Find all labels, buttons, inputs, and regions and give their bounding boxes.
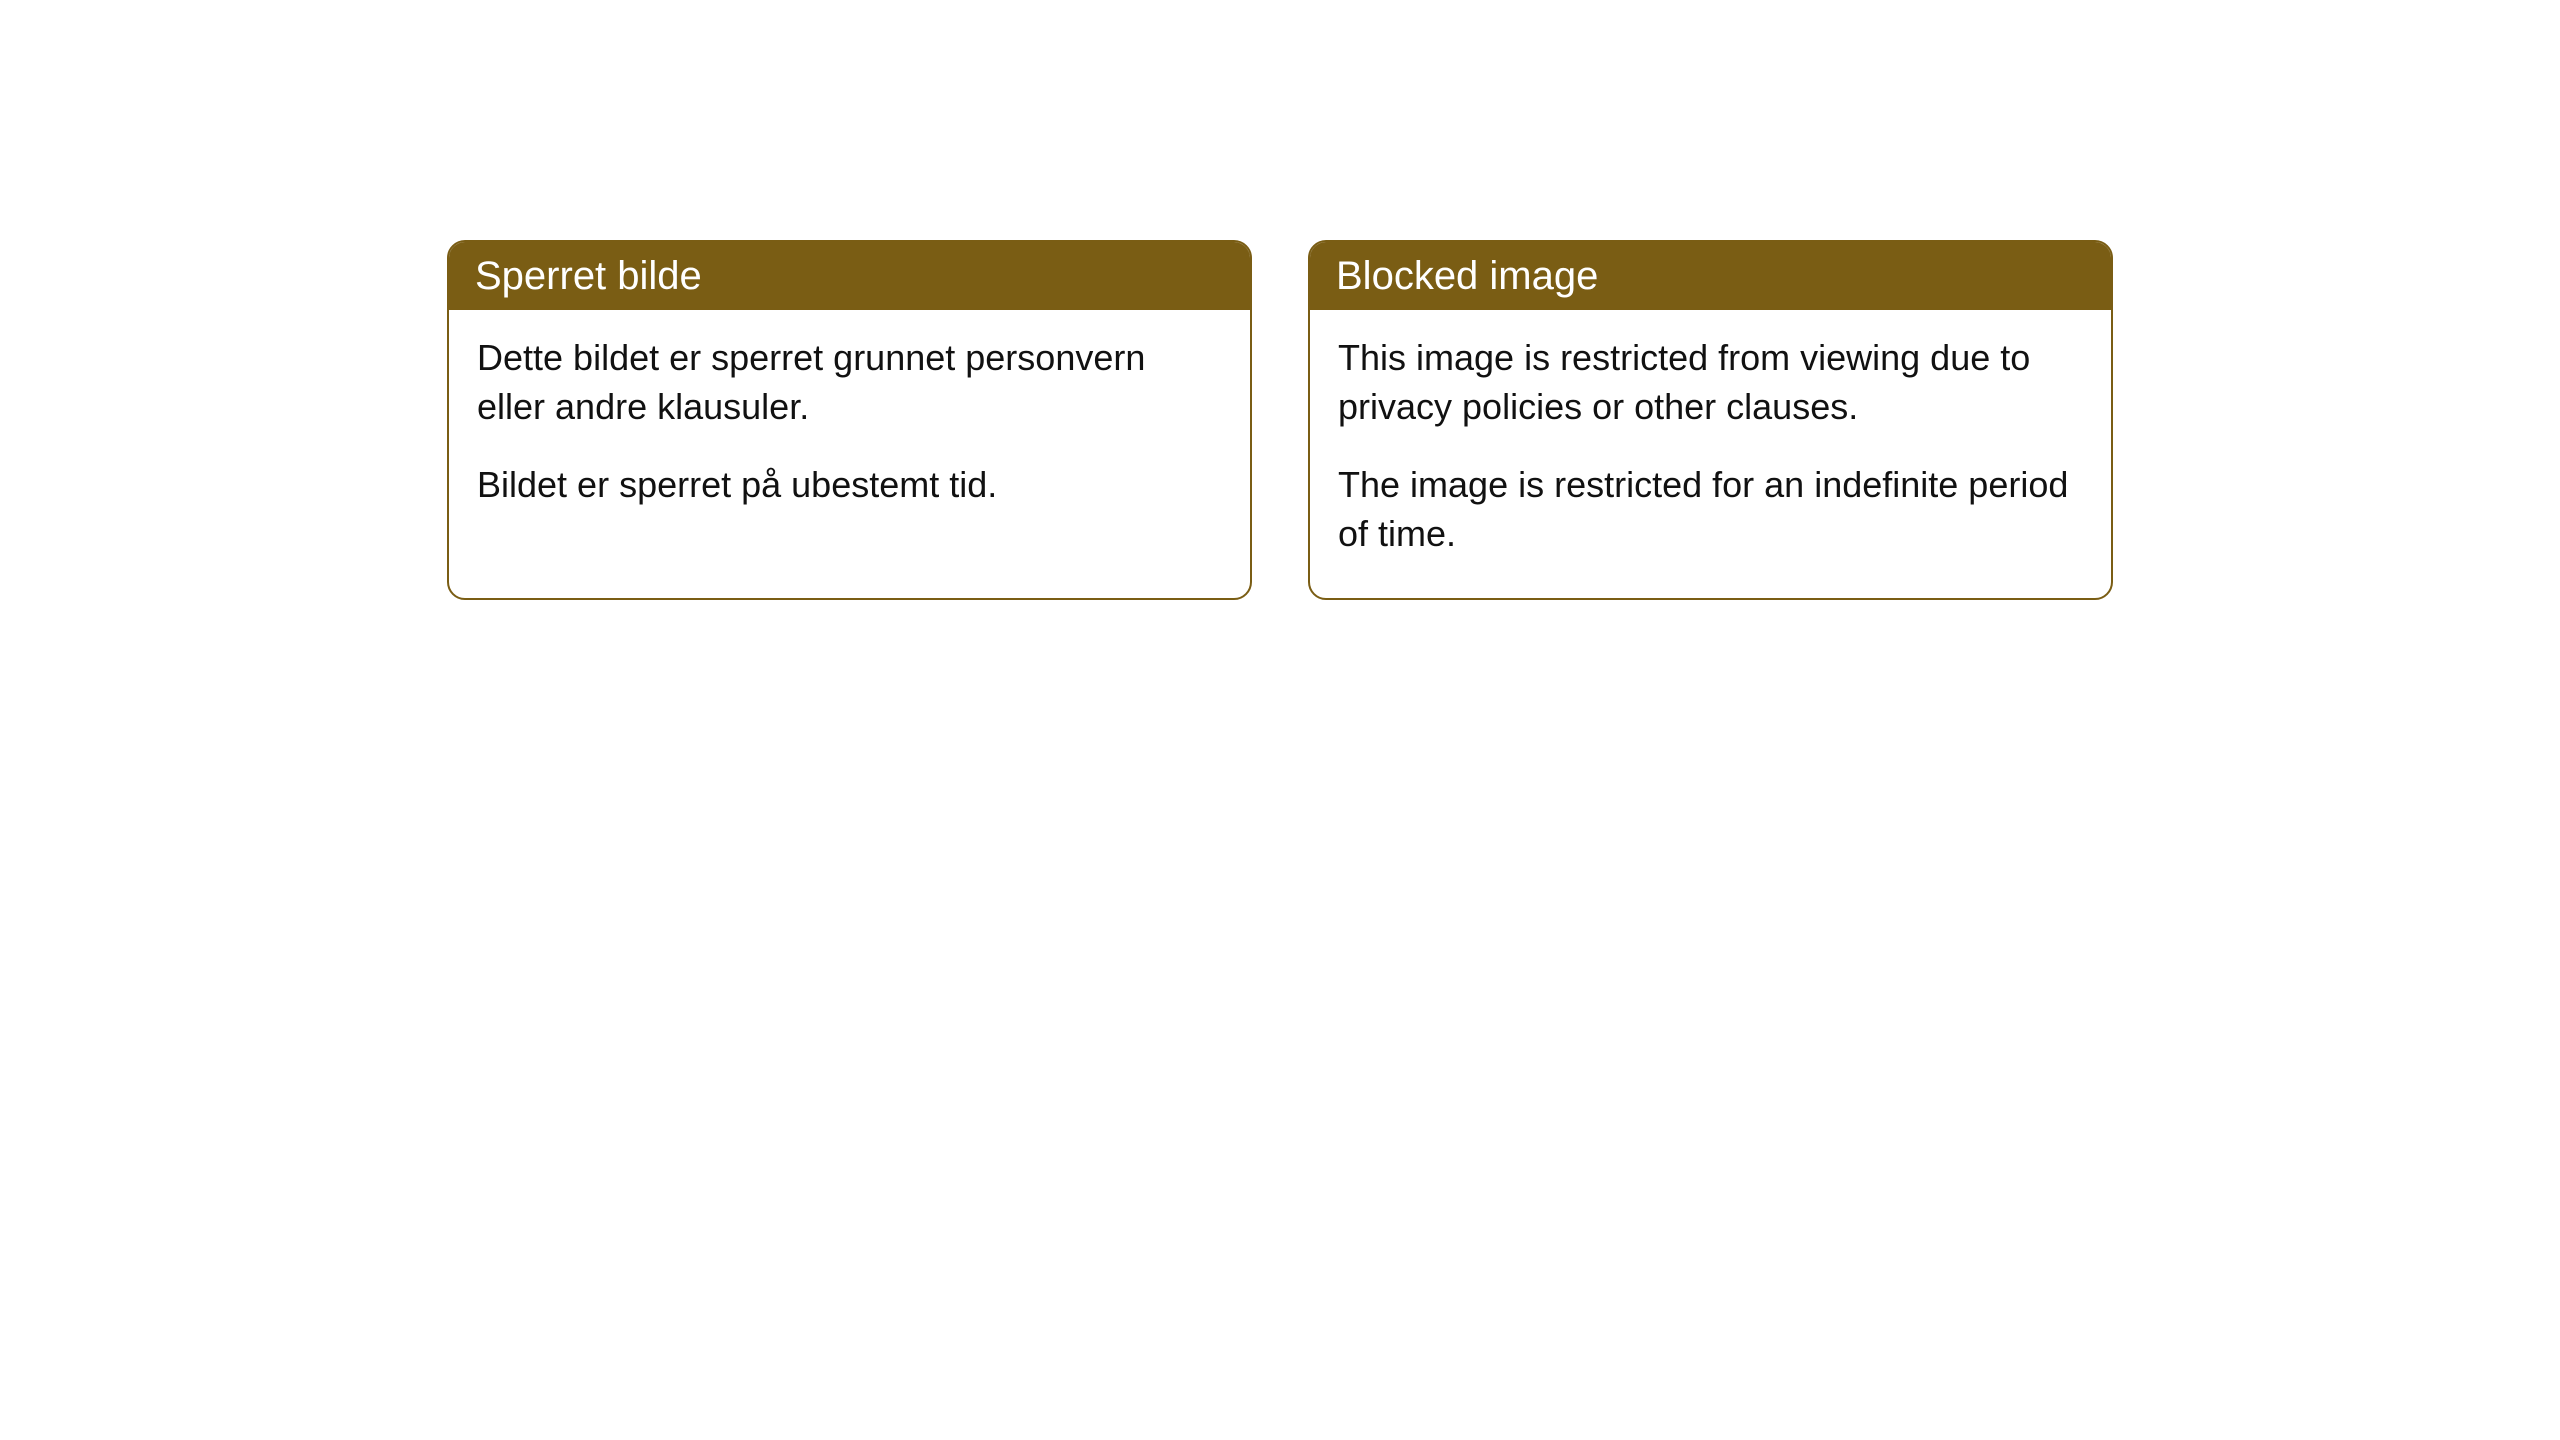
card-paragraph-1-english: This image is restricted from viewing du… <box>1338 334 2083 431</box>
card-paragraph-1-norwegian: Dette bildet er sperret grunnet personve… <box>477 334 1222 431</box>
card-body-english: This image is restricted from viewing du… <box>1310 310 2111 598</box>
card-header-english: Blocked image <box>1310 242 2111 310</box>
cards-container: Sperret bilde Dette bildet er sperret gr… <box>0 240 2560 600</box>
card-header-norwegian: Sperret bilde <box>449 242 1250 310</box>
card-paragraph-2-norwegian: Bildet er sperret på ubestemt tid. <box>477 461 1222 510</box>
card-paragraph-2-english: The image is restricted for an indefinit… <box>1338 461 2083 558</box>
blocked-image-card-norwegian: Sperret bilde Dette bildet er sperret gr… <box>447 240 1252 600</box>
card-body-norwegian: Dette bildet er sperret grunnet personve… <box>449 310 1250 550</box>
blocked-image-card-english: Blocked image This image is restricted f… <box>1308 240 2113 600</box>
